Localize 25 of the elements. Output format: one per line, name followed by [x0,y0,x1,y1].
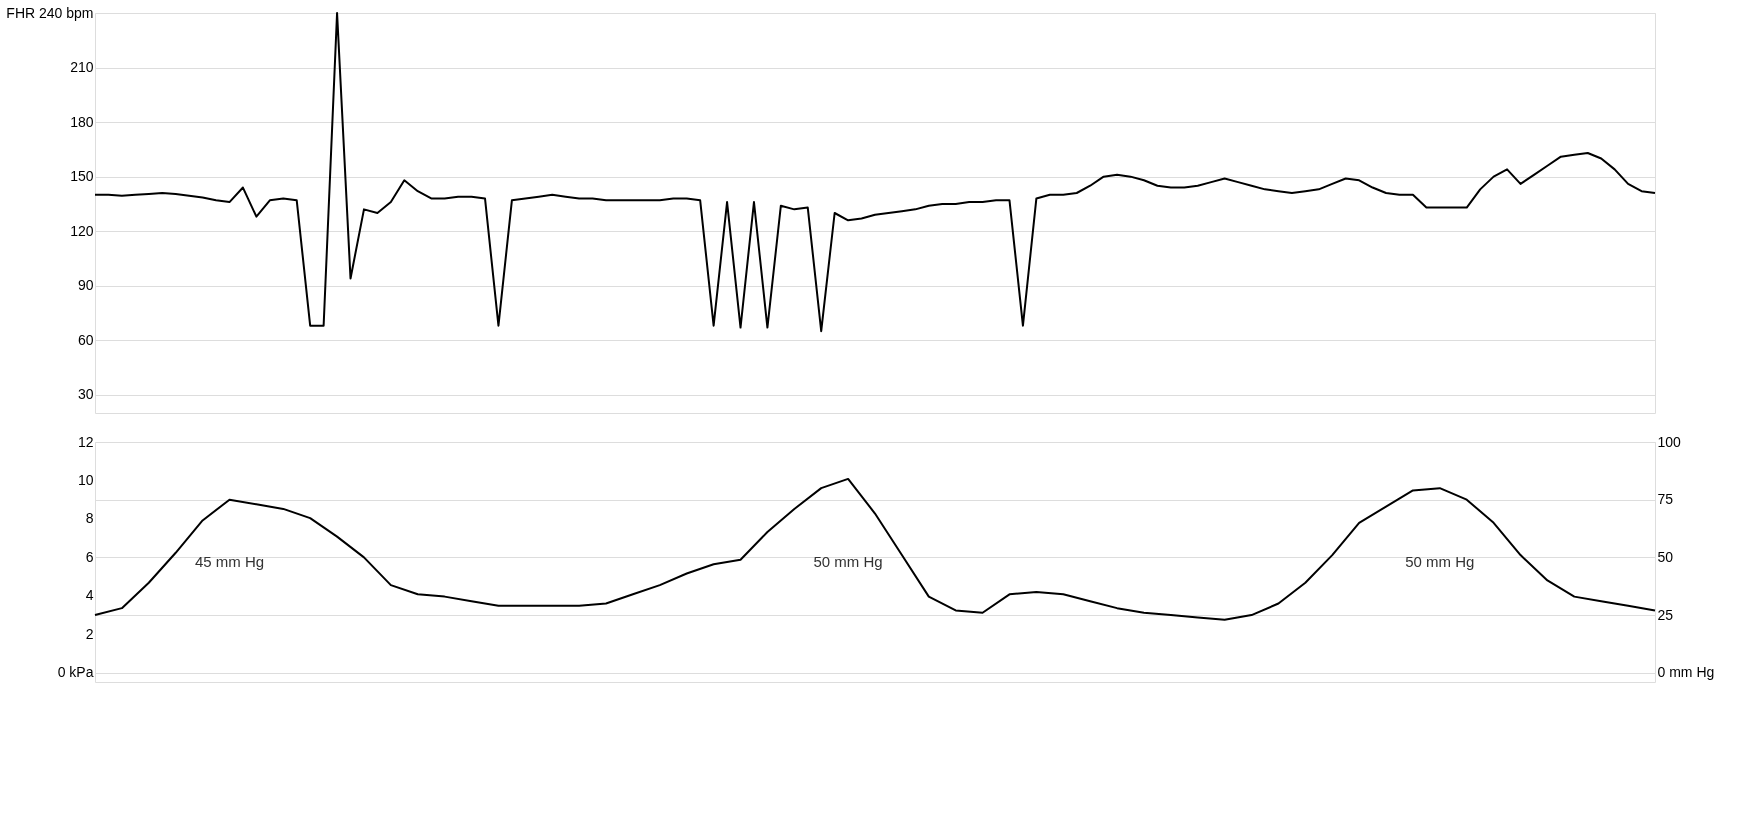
annotation: 50 mm Hg [1405,553,1475,570]
y2-tick-label: 12 [77,433,94,450]
y-tick-label: 50 [1657,548,1674,565]
y-tick-label: 180 [70,113,94,130]
y-tick-label: 210 [70,59,94,76]
y2-tick-label: 10 [77,471,94,488]
y-tick-label: 120 [70,222,94,239]
y-tick-label: 75 [1657,491,1674,508]
y2-tick-label: 8 [85,510,94,527]
y2-tick-label: 4 [85,587,94,604]
y-tick-label: 150 [70,168,94,185]
y-tick-label: FHR 240 bpm [6,4,94,21]
y-tick-label: 25 [1657,606,1674,623]
annotation: 50 mm Hg [813,553,883,570]
y-tick-label: 0 mm Hg [1657,664,1715,681]
y2-tick-label: 2 [85,625,94,642]
line-series [94,477,1656,621]
y-tick-label: 60 [77,331,94,348]
annotation: 45 mm Hg [194,553,265,570]
y2-tick-label: 6 [85,548,94,565]
line-series [94,12,1656,333]
y-tick-label: 30 [77,386,94,403]
y-tick-label: 100 [1657,433,1682,450]
y-tick-label: 90 [77,277,94,294]
y2-tick-label: 0 kPa [57,664,94,681]
